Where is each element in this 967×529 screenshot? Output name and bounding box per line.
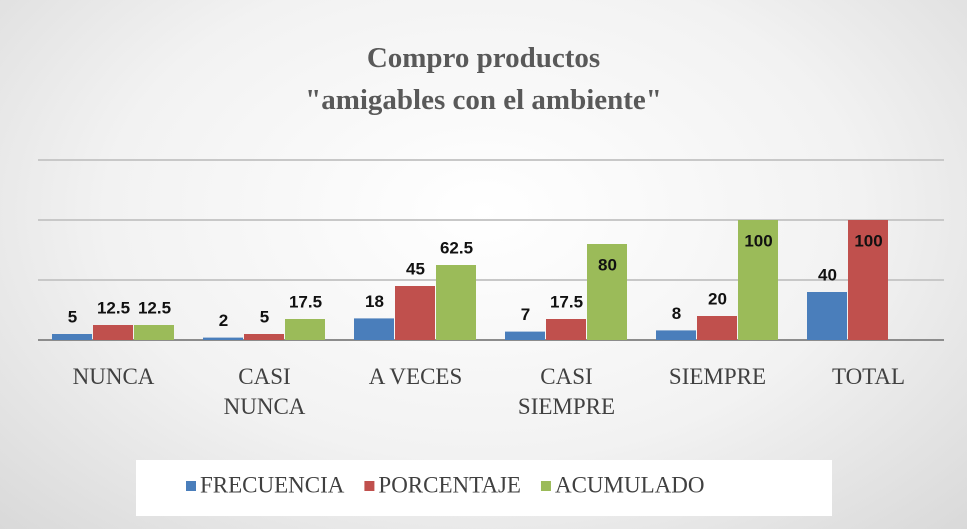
bar: [285, 319, 325, 340]
bar: [395, 286, 435, 340]
bar: [134, 325, 174, 340]
chart-title: "amigables con el ambiente": [305, 84, 662, 116]
data-label: 18: [365, 292, 384, 311]
x-tick-label: A VECES: [368, 364, 463, 389]
bar: [52, 334, 92, 340]
legend-box: [136, 460, 832, 516]
x-tick-label: TOTAL: [831, 364, 906, 389]
data-label: 12.5: [138, 298, 171, 317]
bar: [546, 319, 586, 340]
x-tick-label: CASI SIEMPRE: [517, 364, 616, 419]
data-label: 100: [744, 231, 772, 250]
bar: [697, 316, 737, 340]
legend-swatch: [540, 481, 551, 491]
bar: [93, 325, 133, 340]
chart-title: Compro productos: [366, 42, 601, 74]
bar: [656, 330, 696, 340]
bar: [436, 265, 476, 340]
data-label: 5: [68, 307, 77, 326]
bar: [587, 244, 627, 340]
bar: [738, 220, 778, 340]
data-label: 20: [708, 289, 727, 308]
bar: [244, 334, 284, 340]
data-label: 8: [672, 304, 681, 323]
legend-swatch: [364, 481, 375, 491]
x-tick-label: CASI NUNCA: [223, 364, 306, 419]
data-label: 17.5: [289, 292, 322, 311]
data-label: 100: [854, 231, 882, 250]
bar: [203, 337, 243, 340]
bar: [505, 331, 545, 340]
data-label: 40: [818, 265, 837, 284]
data-label: 45: [406, 259, 425, 278]
x-tick-label: SIEMPRE: [668, 364, 767, 389]
x-tick-label: NUNCA: [72, 364, 155, 389]
data-label: 12.5: [97, 298, 130, 317]
bar: [807, 292, 847, 340]
legend-swatch: [186, 481, 196, 491]
data-label: 80: [598, 255, 617, 274]
bar: [354, 318, 394, 340]
legend-label: FRECUENCIA: [200, 472, 345, 497]
data-label: 62.5: [440, 238, 473, 257]
data-label: 5: [260, 307, 269, 326]
data-label: 7: [521, 305, 530, 324]
legend-label: PORCENTAJE: [378, 472, 521, 497]
data-label: 2: [219, 311, 228, 330]
legend-label: ACUMULADO: [555, 472, 705, 497]
bar: [848, 220, 888, 340]
data-label: 17.5: [550, 292, 583, 311]
